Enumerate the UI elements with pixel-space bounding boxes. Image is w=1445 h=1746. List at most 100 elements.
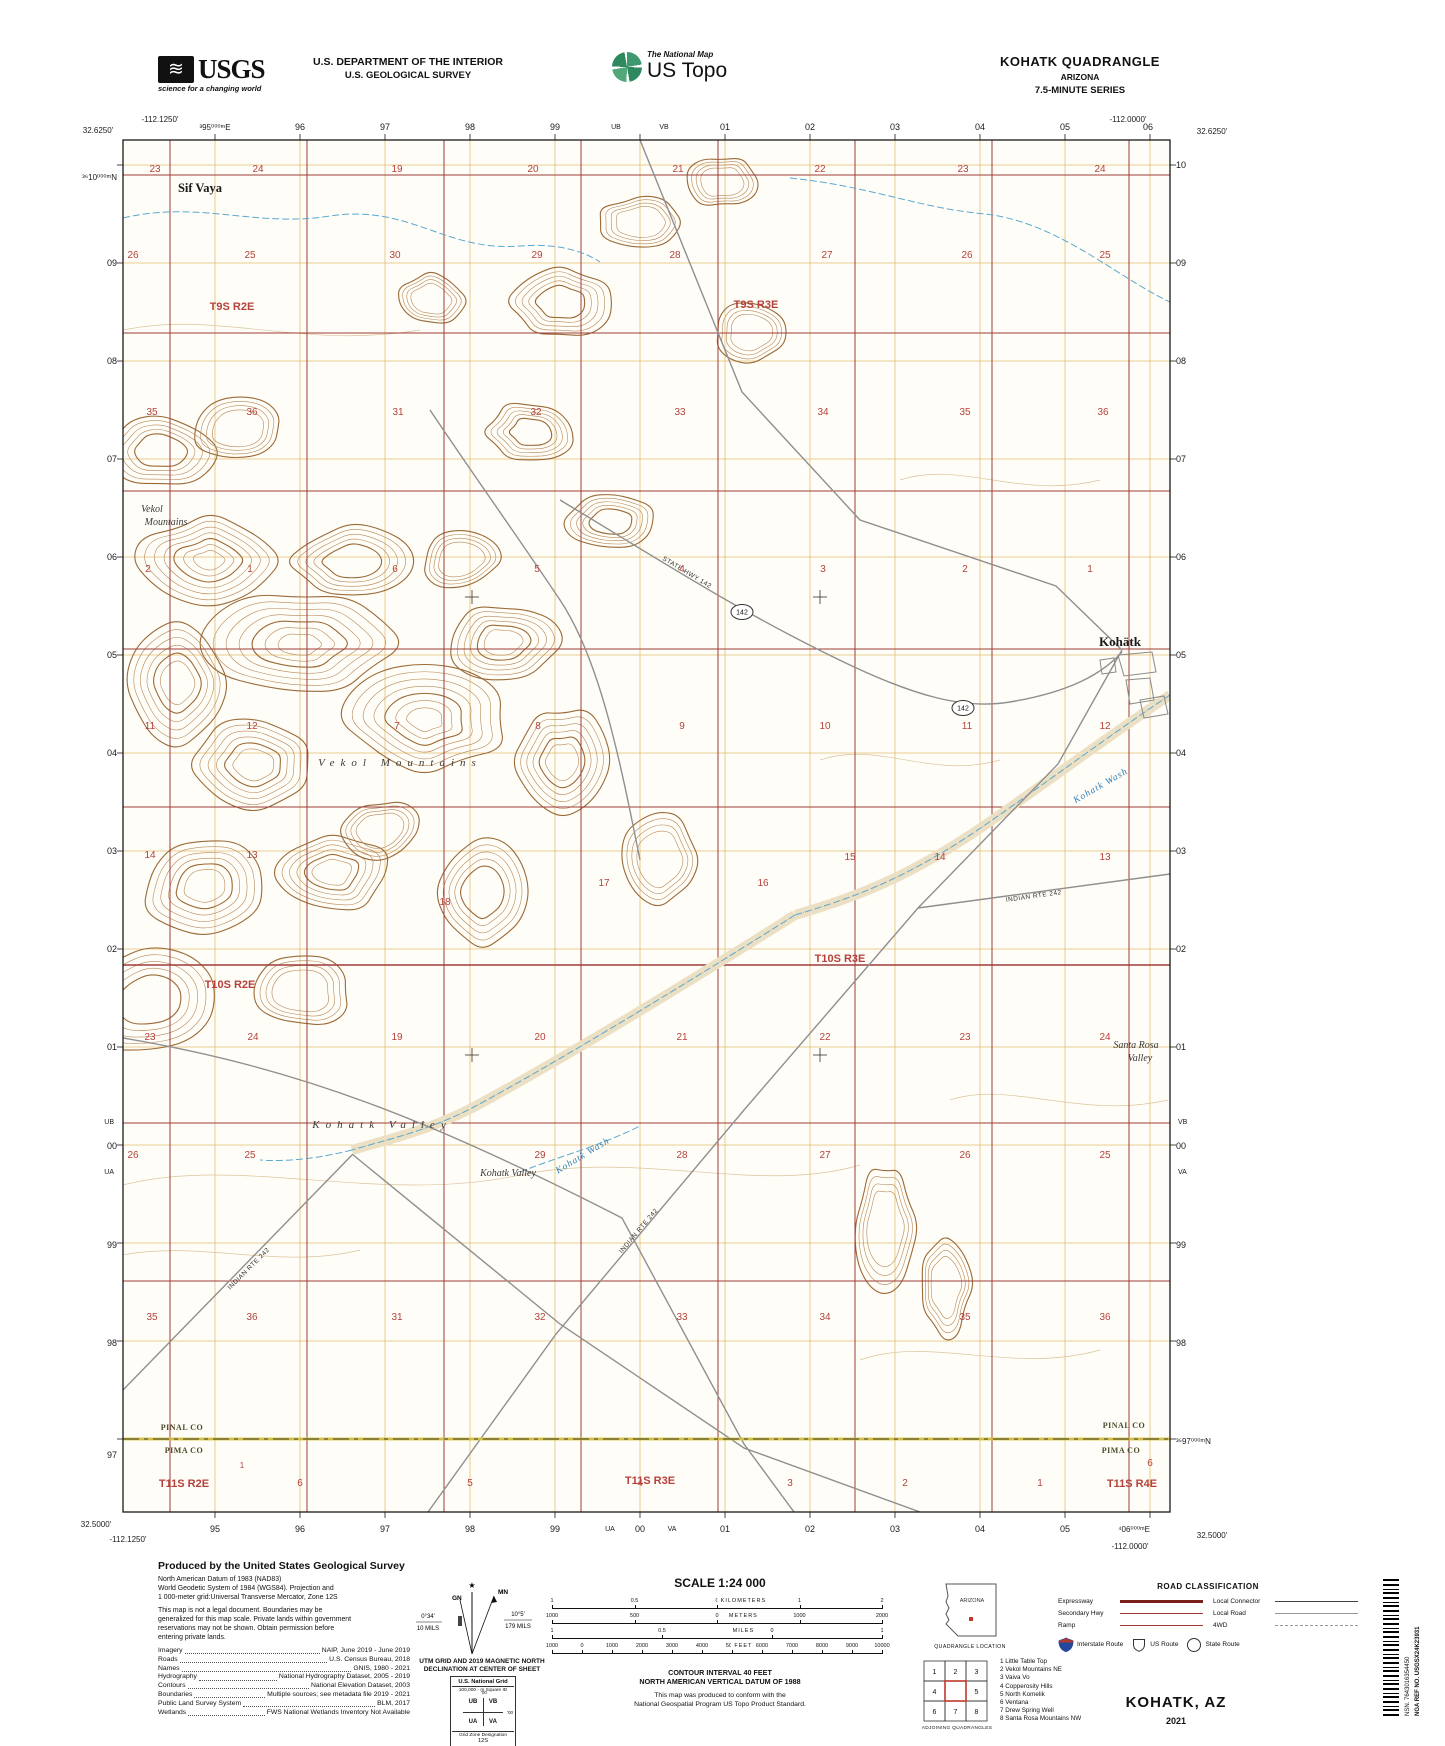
section-number: 23 — [149, 164, 161, 175]
state-route-number: 142 — [957, 706, 969, 713]
scale-bar-tick — [552, 1620, 553, 1624]
contour-ring — [225, 607, 374, 680]
contour-ring — [686, 157, 759, 206]
section-number: 23 — [959, 1032, 971, 1043]
road-class-row: Ramp — [1058, 1619, 1203, 1631]
us-shield-icon — [1133, 1639, 1146, 1652]
section-number: 2 — [902, 1478, 908, 1489]
section-number: 24 — [1099, 1032, 1111, 1043]
road-layer — [123, 140, 1170, 1512]
grid-edge-label: 00 — [635, 1524, 645, 1534]
contour-ring — [123, 415, 218, 485]
contour-ring — [691, 161, 754, 203]
credit-title: Produced by the United States Geological… — [158, 1560, 405, 1572]
contour-ring — [134, 433, 189, 467]
contour-ring — [305, 533, 398, 587]
grid-edge-label: 97 — [380, 122, 390, 132]
contour-ring — [695, 164, 749, 200]
grid-edge-label: 99 — [107, 1240, 117, 1250]
adjoining-list-item: 2 Vekol Mountains NE — [1000, 1666, 1062, 1674]
contour-ring — [730, 313, 774, 352]
scale-bar-tick — [634, 1620, 636, 1624]
contour-ring — [340, 663, 503, 774]
gn-declination-value: 0°34' — [421, 1614, 435, 1620]
scale-bar-tick — [882, 1620, 883, 1624]
scale-bar-number: 0 — [580, 1643, 584, 1649]
source-value: National Elevation Dataset, 2003 — [311, 1682, 410, 1690]
contour-ring — [508, 266, 612, 336]
source-list: Imagery NAIP, June 2019 - June 2019 Roads U… — [158, 1647, 410, 1717]
quadrangle-location-caption: QUADRANGLE LOCATION — [934, 1644, 1006, 1650]
section-number: 26 — [961, 250, 973, 261]
map-label-township: T11S R4E — [1107, 1478, 1157, 1490]
contour-ring — [448, 851, 517, 934]
section-number: 2 — [145, 564, 151, 575]
contour-line — [819, 753, 1001, 767]
scale-bar-unit: FEET — [731, 1643, 756, 1649]
contour-ring — [238, 614, 361, 674]
grid-edge-label: 04 — [975, 122, 985, 132]
contour-ring — [362, 678, 483, 760]
adjoining-list-item: 3 Vaiva Vo — [1000, 1674, 1030, 1682]
adjoining-list-item: 5 North Komelik — [1000, 1690, 1045, 1698]
road-class-row: Local Connector — [1213, 1595, 1358, 1607]
grid-edge-label: 99 — [550, 1524, 560, 1534]
scale-bar-tick — [799, 1605, 801, 1609]
contour-ring — [321, 543, 383, 579]
contour-ring — [168, 857, 240, 916]
contour-ring — [152, 846, 255, 929]
barcode-icon — [1383, 1578, 1399, 1716]
contour-ring — [251, 620, 348, 668]
map-label-terrain: Vekol — [141, 504, 163, 515]
town-block — [1117, 651, 1157, 677]
wash-line — [789, 177, 1170, 303]
map-label-township: T9S R2E — [210, 301, 255, 313]
section-number: 24 — [1094, 164, 1106, 175]
standard-line2: National Geospatial Program US Topo Prod… — [634, 1700, 806, 1708]
source-leader — [184, 1653, 320, 1655]
scale-bar-tick — [662, 1635, 663, 1639]
road-class-sample-local — [1275, 1612, 1358, 1614]
map-label-town: Kohätk — [1099, 634, 1142, 649]
contour-ring — [159, 660, 196, 705]
scale-bar-tick — [672, 1650, 673, 1654]
section-number: 1 — [1087, 564, 1093, 575]
usgs-logo: ≋ USGS — [158, 54, 266, 85]
legal-line: This map is not a legal document. Bounda… — [158, 1607, 323, 1614]
quadrangle-location-map: ARIZONA — [945, 1583, 997, 1637]
section-number: 13 — [246, 850, 258, 861]
map-label-valley: Kohatk Valley — [311, 1119, 451, 1131]
grid-edge-label: 02 — [805, 122, 815, 132]
contour-ring — [144, 840, 263, 935]
contour-ring — [296, 849, 367, 896]
scale-bar-number: 2000 — [875, 1613, 889, 1619]
contour-ring — [460, 865, 505, 920]
grid-edge-label: 00 — [1176, 1141, 1186, 1151]
scale-bar-tick — [792, 1650, 793, 1654]
contour-ring — [200, 401, 275, 455]
adjoining-list-item: 7 Drew Spring Well — [1000, 1707, 1054, 1715]
credit-block: Produced by the United States Geological… — [158, 1560, 410, 1717]
source-leader — [198, 1679, 277, 1681]
section-number: 36 — [246, 407, 258, 418]
grid-edge-label: VA — [1178, 1169, 1187, 1176]
source-row: Names GNIS, 1980 - 2021 — [158, 1665, 410, 1674]
contour-ring — [345, 805, 415, 857]
dept-line1: U.S. DEPARTMENT OF THE INTERIOR — [313, 56, 503, 68]
section-number: 14 — [144, 850, 156, 861]
contour-ring — [199, 724, 302, 805]
contour-ring — [576, 501, 643, 542]
section-number: 11 — [145, 721, 156, 732]
contour-ring — [563, 494, 654, 548]
grid-edge-label: 97 — [107, 1450, 117, 1460]
section-number: 20 — [534, 1032, 546, 1043]
wash-line — [351, 914, 796, 1151]
adjoining-caption: ADJOINING QUADRANGLES — [921, 1726, 993, 1731]
grid-edge-label: 01 — [720, 1524, 730, 1534]
contour-ring — [351, 671, 493, 767]
grid-edge-label: 98 — [465, 122, 475, 132]
contour-ring — [194, 396, 280, 459]
contour-ring — [289, 844, 374, 901]
contour-ring — [199, 594, 400, 692]
section-number: 31 — [392, 407, 404, 418]
